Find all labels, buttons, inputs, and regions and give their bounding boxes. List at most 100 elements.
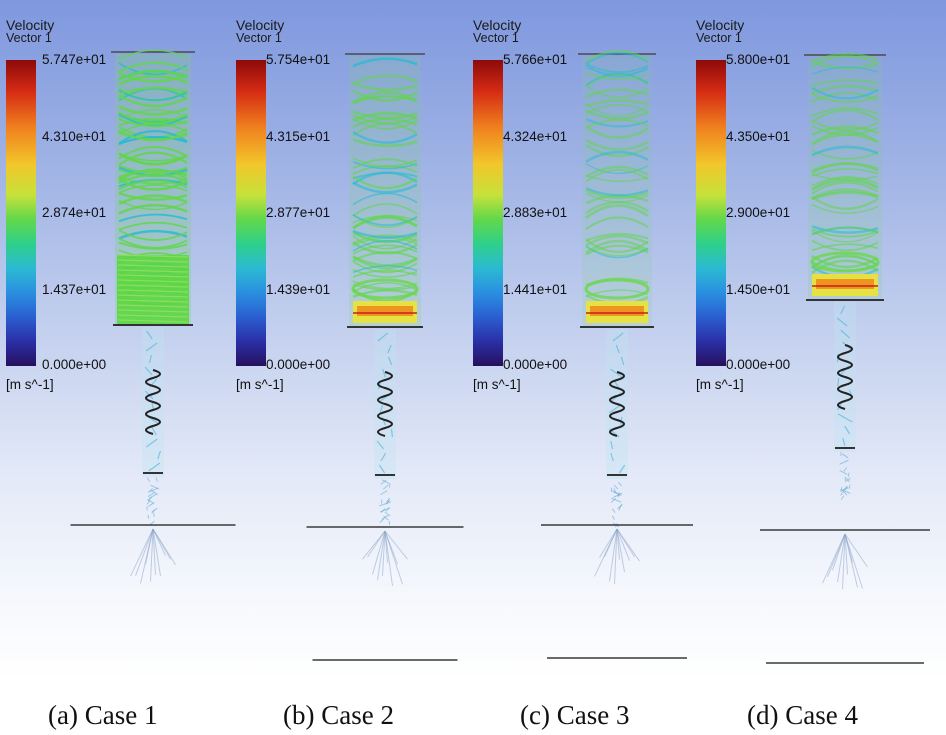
velocity-streak [379, 404, 384, 414]
colorbar-tick-min: 0.000e+00 [42, 357, 107, 372]
velocity-streak [811, 191, 879, 201]
velocity-streak [610, 498, 616, 503]
velocity-streak [384, 511, 391, 517]
velocity-streak [367, 530, 386, 558]
velocity-streak [352, 215, 418, 229]
unit-label: [m s^-1] [473, 377, 521, 392]
velocity-streak [840, 491, 845, 496]
velocity-streak [844, 533, 868, 568]
velocity-streak [585, 64, 649, 78]
velocity-streak [352, 192, 418, 206]
velocity-streak [811, 254, 879, 269]
velocity-streak [609, 368, 623, 378]
velocity-streak [811, 173, 879, 181]
legend-header: Velocity Vector 1 [236, 18, 284, 45]
velocity-streak [839, 487, 843, 492]
velocity-streak [837, 413, 853, 423]
velocity-streak [585, 51, 649, 65]
velocity-streak [604, 528, 618, 557]
velocity-streak [811, 176, 879, 187]
velocity-streak [117, 289, 189, 293]
velocity-streak [811, 204, 879, 214]
colorbar-tick-max: 5.754e+01 [266, 52, 331, 67]
velocity-streak [614, 528, 618, 585]
legend-subtitle: Vector 1 [696, 31, 742, 45]
velocity-streak [146, 477, 151, 482]
velocity-streak [380, 452, 387, 462]
colorbar-tick: 2.874e+01 [42, 205, 107, 220]
velocity-streak [585, 189, 649, 200]
colorbar-tick-min: 0.000e+00 [503, 357, 568, 372]
velocity-streak [844, 533, 858, 588]
colorbar-tick-min: 0.000e+00 [726, 357, 791, 372]
velocity-streak [811, 92, 879, 103]
velocity-streak [387, 344, 392, 354]
velocity-streak [585, 245, 649, 257]
velocity-streak [616, 528, 625, 573]
velocity-streak [117, 264, 189, 268]
velocity-streak [585, 234, 649, 247]
velocity-streak [843, 490, 848, 496]
velocity-streak [352, 91, 418, 105]
velocity-streak [387, 356, 393, 366]
velocity-streak [385, 506, 390, 512]
velocity-streak [847, 472, 850, 477]
velocity-streak [118, 61, 188, 73]
velocity-streak [811, 168, 879, 177]
velocity-streak [352, 82, 418, 92]
velocity-streak [836, 317, 848, 327]
velocity-streak [145, 438, 158, 448]
velocity-streak [118, 173, 188, 185]
velocity-streak [118, 237, 188, 249]
velocity-streak [352, 138, 418, 148]
panel-caption: (d) Case 4 [747, 700, 858, 730]
velocity-streak [585, 174, 649, 183]
legend-subtitle: Vector 1 [473, 31, 519, 45]
velocity-streak [117, 284, 189, 288]
velocity-streak [118, 194, 188, 206]
velocity-streak [135, 528, 154, 576]
velocity-streak [386, 499, 391, 505]
velocity-streak [585, 72, 649, 87]
colorbar-tick: 2.883e+01 [503, 205, 568, 220]
colorbar-tick: 1.441e+01 [503, 282, 568, 297]
velocity-streak [118, 153, 188, 162]
colorbar-tick-max: 5.800e+01 [726, 52, 791, 67]
velocity-streak [144, 366, 153, 376]
velocity-streak [352, 240, 418, 252]
velocity-streak [151, 490, 159, 495]
velocity-streak [130, 528, 154, 577]
velocity-streak [608, 404, 621, 414]
velocity-streak [615, 344, 620, 354]
velocity-streak [585, 88, 649, 98]
velocity-streak [811, 195, 879, 210]
velocity-streak [148, 493, 157, 499]
colorbar-tick-max: 5.766e+01 [503, 52, 568, 67]
velocity-streak [118, 176, 188, 185]
panel-caption: (c) Case 3 [520, 700, 630, 730]
unit-label: [m s^-1] [6, 377, 54, 392]
velocity-streak [585, 103, 649, 117]
velocity-streak [117, 319, 189, 323]
velocity-streak [609, 528, 618, 582]
velocity-streak [613, 484, 619, 490]
velocity-streak [352, 251, 418, 262]
velocity-streak [390, 428, 394, 438]
velocity-streak [380, 490, 388, 496]
velocity-streak [118, 241, 188, 250]
velocity-streak [118, 168, 188, 178]
velocity-streak [616, 528, 630, 561]
velocity-streak [148, 354, 152, 364]
velocity-streak [839, 459, 849, 465]
velocity-streak [811, 177, 879, 190]
velocity-streak [585, 163, 649, 175]
velocity-streak [842, 437, 846, 447]
helical-coil [837, 344, 853, 410]
velocity-streak [352, 157, 418, 168]
velocity-streak [118, 129, 188, 142]
velocity-streak [150, 484, 160, 490]
velocity-streak [118, 164, 188, 174]
velocity-streak [352, 160, 418, 170]
velocity-streak [145, 342, 158, 352]
velocity-streak [388, 483, 391, 488]
